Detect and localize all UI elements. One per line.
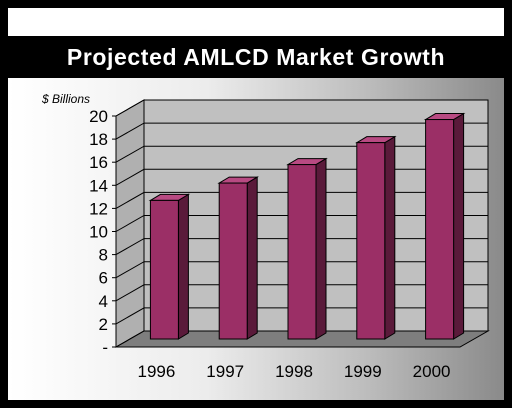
x-tick-label: 1999 <box>344 362 382 381</box>
bar <box>149 199 179 340</box>
bar <box>356 142 386 340</box>
x-tick-label: 2000 <box>413 362 451 381</box>
y-tick-label: 14 <box>89 176 108 195</box>
bar <box>218 182 248 340</box>
y-tick-label: 6 <box>99 269 108 288</box>
x-tick-label: 1996 <box>137 362 175 381</box>
y-tick-label: 10 <box>89 223 108 242</box>
y-tick-label: 8 <box>99 246 108 265</box>
bar-side <box>315 157 327 340</box>
bar-side <box>384 135 396 340</box>
y-tick-label: 20 <box>89 107 108 126</box>
chart-title: Projected AMLCD Market Growth <box>8 36 504 78</box>
y-tick-label: 16 <box>89 153 108 172</box>
x-tick-label: 1997 <box>206 362 244 381</box>
gridline <box>115 99 488 117</box>
bar <box>425 119 455 340</box>
bar-side <box>177 193 189 340</box>
bar-side <box>453 112 465 340</box>
y-axis-label: $ Billions <box>41 92 90 106</box>
bar-side <box>246 176 258 340</box>
y-tick-label: 4 <box>99 292 108 311</box>
y-tick-label: - <box>102 338 108 357</box>
y-tick-label: 18 <box>89 130 108 149</box>
top-blank-band <box>8 8 504 36</box>
y-tick-label: 12 <box>89 199 108 218</box>
bar <box>287 164 317 340</box>
y-tick-label: 2 <box>99 315 108 334</box>
gridline <box>115 122 488 140</box>
x-tick-label: 1998 <box>275 362 313 381</box>
